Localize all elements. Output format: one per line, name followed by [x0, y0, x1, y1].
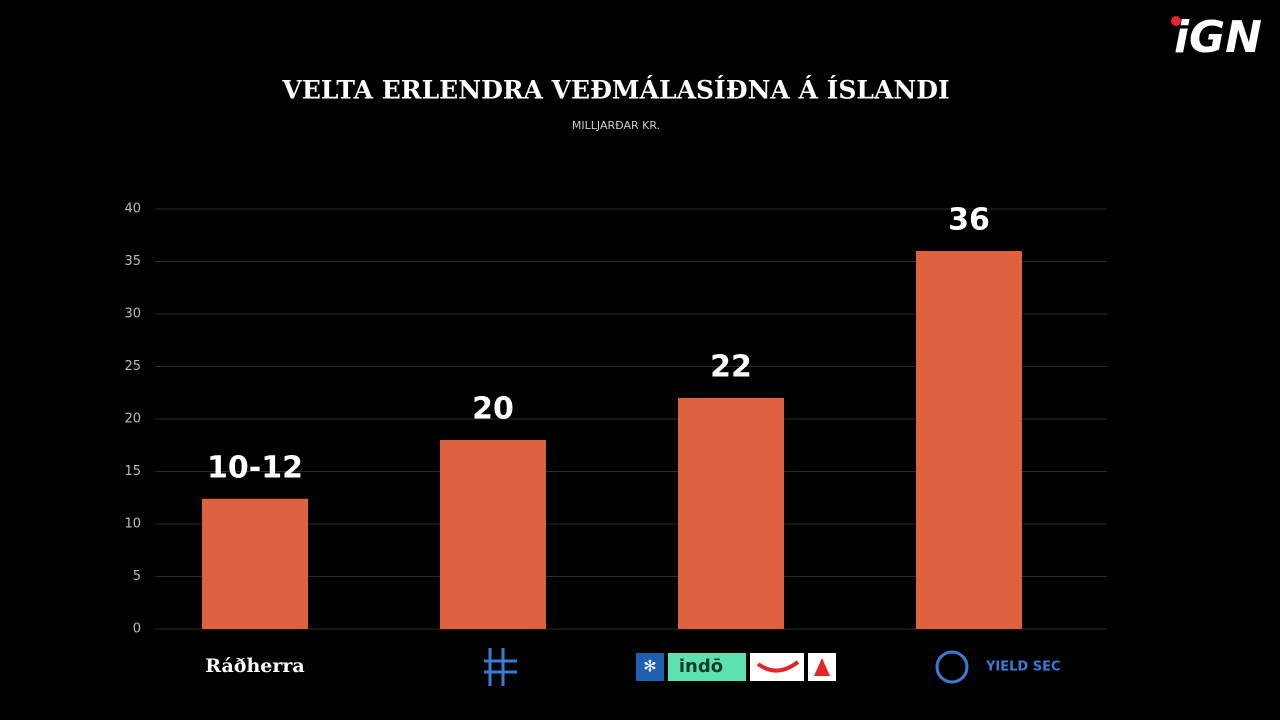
y-tick-label: 20 [124, 412, 141, 427]
bar [678, 398, 784, 629]
bar-annotation: 10-12 [207, 450, 303, 485]
logo-h [484, 648, 517, 686]
y-tick-label: 0 [133, 622, 141, 637]
y-tick-label: 10 [124, 517, 141, 532]
bar-annotation: 22 [710, 350, 752, 385]
x-tick-label: Ráðherra [205, 655, 304, 677]
bar [440, 440, 546, 629]
bar-annotation: 36 [948, 203, 990, 238]
y-tick-label: 35 [124, 254, 141, 269]
logo-group: ✻ [636, 653, 836, 681]
bar [916, 251, 1022, 629]
y-tick-label: 25 [124, 359, 141, 374]
logo-circle [935, 650, 969, 684]
svg-text:✻: ✻ [643, 657, 656, 676]
bar-annotation: 20 [472, 392, 514, 427]
y-tick-label: 15 [124, 464, 141, 479]
chart-title: VELTA ERLENDRA VEÐMÁLASÍÐNA Á ÍSLANDI [281, 76, 949, 105]
x-tick-label: YIELD SEC [985, 660, 1061, 675]
y-tick-label: 30 [124, 307, 141, 322]
y-tick-label: 40 [124, 202, 141, 217]
y-tick-label: 5 [133, 569, 141, 584]
watermark: iGN [1174, 12, 1262, 63]
bar [202, 498, 308, 629]
chart-subtitle: MILLJARÐAR KR. [572, 119, 660, 132]
x-tick-label: indō [679, 656, 723, 677]
logo-dot [1171, 16, 1181, 26]
